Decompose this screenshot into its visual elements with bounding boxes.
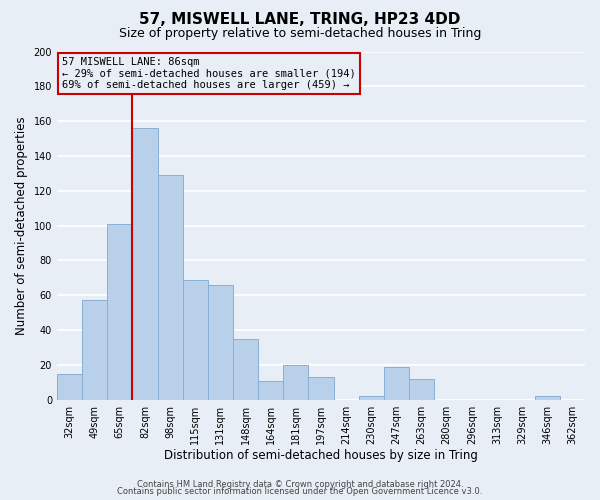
Bar — [133, 128, 158, 400]
Bar — [158, 175, 182, 400]
Bar — [208, 285, 233, 400]
Bar — [359, 396, 384, 400]
Bar — [409, 379, 434, 400]
X-axis label: Distribution of semi-detached houses by size in Tring: Distribution of semi-detached houses by … — [164, 450, 478, 462]
Bar — [384, 366, 409, 400]
Text: 57 MISWELL LANE: 86sqm
← 29% of semi-detached houses are smaller (194)
69% of se: 57 MISWELL LANE: 86sqm ← 29% of semi-det… — [62, 56, 356, 90]
Y-axis label: Number of semi-detached properties: Number of semi-detached properties — [15, 116, 28, 335]
Bar — [233, 339, 258, 400]
Text: 57, MISWELL LANE, TRING, HP23 4DD: 57, MISWELL LANE, TRING, HP23 4DD — [139, 12, 461, 28]
Bar — [283, 365, 308, 400]
Bar — [57, 374, 82, 400]
Text: Contains public sector information licensed under the Open Government Licence v3: Contains public sector information licen… — [118, 487, 482, 496]
Bar — [182, 280, 208, 400]
Bar — [308, 377, 334, 400]
Bar — [535, 396, 560, 400]
Text: Size of property relative to semi-detached houses in Tring: Size of property relative to semi-detach… — [119, 28, 481, 40]
Bar — [107, 224, 133, 400]
Bar — [82, 300, 107, 400]
Bar — [258, 380, 283, 400]
Text: Contains HM Land Registry data © Crown copyright and database right 2024.: Contains HM Land Registry data © Crown c… — [137, 480, 463, 489]
